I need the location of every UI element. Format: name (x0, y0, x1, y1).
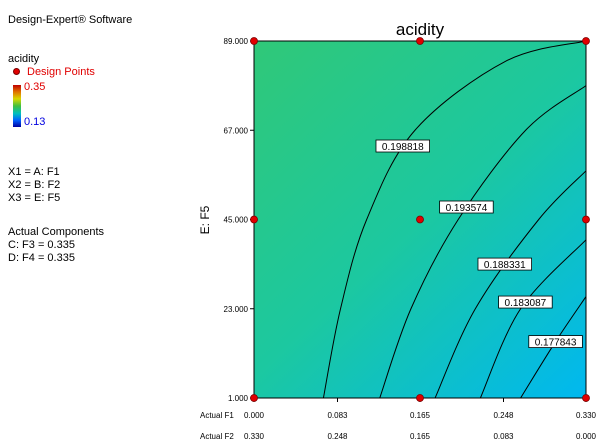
actual-component-c: C: F3 = 0.335 (8, 239, 75, 251)
design-point (250, 215, 258, 224)
y-tick-label: 23.000 (224, 305, 249, 314)
actual-components-heading: Actual Components (8, 226, 104, 238)
y-tick-label: 67.000 (224, 126, 249, 135)
x-row1-prefix: Actual F1 (200, 411, 234, 420)
x-tick-label-f2: 0.165 (410, 432, 431, 441)
contour-label-text: 0.193574 (446, 203, 488, 214)
design-point-legend-icon (13, 68, 20, 75)
x-tick-label-f1: 0.165 (410, 411, 431, 420)
contour-line (379, 85, 587, 399)
y-tick-label: 1.000 (228, 394, 249, 403)
scale-min-label: 0.13 (24, 116, 46, 128)
y-tick-label: 45.000 (224, 216, 249, 225)
contour-label: 0.183087 (498, 295, 553, 309)
chart-title: acidity (396, 20, 445, 39)
y-tick-label: 89.000 (224, 37, 249, 46)
design-point (416, 394, 424, 402)
x-tick-label-f1: 0.330 (576, 411, 597, 420)
x-tick-label-f2: 0.330 (244, 432, 265, 441)
x-tick-label-f1: 0.000 (244, 411, 265, 420)
contour-label: 0.188331 (477, 257, 532, 271)
design-point (250, 37, 258, 45)
contour-label-text: 0.183087 (505, 298, 547, 309)
scale-max-label: 0.35 (24, 81, 46, 93)
factor-map-x1: X1 = A: F1 (8, 166, 60, 178)
design-point (582, 394, 590, 402)
design-point (416, 37, 424, 45)
contour-label-text: 0.198818 (382, 142, 424, 153)
design-points-layer (250, 37, 590, 402)
contour-layer: 0.198818 0.193574 0.188331 0.183087 0.177843 (322, 40, 587, 399)
x-tick-label-f2: 0.083 (493, 432, 514, 441)
design-point (582, 215, 590, 224)
tick-layer: 1.000 23.000 45.000 67.000 89.000 0.000 0.330 0… (224, 37, 597, 441)
contour-label-text: 0.188331 (484, 260, 526, 271)
design-point (250, 394, 258, 402)
legend-panel: Design-Expert® Software acidity Design P… (0, 0, 200, 442)
x-tick-label-f1: 0.248 (493, 411, 514, 420)
factor-map-x2: X2 = B: F2 (8, 179, 61, 191)
factor-map-x3: X3 = E: F5 (8, 192, 61, 204)
contour-line (322, 40, 587, 399)
response-name: acidity (8, 53, 40, 65)
x-tick-label-f2: 0.248 (327, 432, 348, 441)
design-points-label: Design Points (27, 66, 95, 78)
design-point (416, 215, 424, 224)
color-scale-bar (13, 85, 21, 127)
contour-label: 0.198818 (375, 139, 430, 153)
x-row2-prefix: Actual F2 (200, 432, 234, 441)
contour-label: 0.177843 (528, 335, 583, 349)
contour-line (479, 239, 587, 399)
actual-component-d: D: F4 = 0.335 (8, 252, 75, 264)
y-axis-label: E: F5 (198, 205, 212, 234)
software-title: Design-Expert® Software (8, 14, 133, 26)
x-tick-label-f2: 0.000 (576, 432, 597, 441)
contour-label-text: 0.177843 (535, 338, 577, 349)
contour-label: 0.193574 (439, 200, 494, 214)
design-point (582, 37, 590, 45)
x-tick-label-f1: 0.083 (327, 411, 348, 420)
